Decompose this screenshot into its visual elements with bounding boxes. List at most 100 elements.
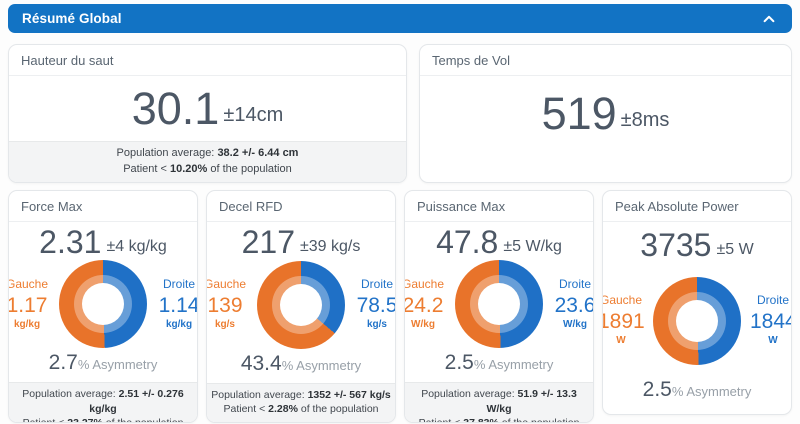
left-unit: kg/s — [214, 319, 235, 331]
metrics-row: Force Max 2.31 ±4 kg/kg Gauche 1.17 kg/k… — [8, 190, 792, 423]
metric-value-row: 2.31 ±4 kg/kg — [9, 222, 197, 258]
card-title: Peak Absolute Power — [603, 191, 791, 222]
left-right-split: Gauche 1.17 kg/kg Droite 1.14 kg/kg — [9, 258, 197, 348]
right-side-stats: Droite 1844 W — [750, 293, 791, 347]
left-unit: W — [616, 335, 626, 347]
donut-chart — [59, 260, 147, 348]
donut-chart — [455, 260, 543, 348]
metric-value-row: 217 ±39 kg/s — [207, 222, 395, 259]
patient-percentile-line: Patient < 37.83% of the population — [409, 416, 589, 422]
left-side-stats: Gauche 1891 W — [602, 293, 645, 347]
right-label: Droite — [558, 276, 591, 291]
population-footer: Population average: 51.9 +/- 13.3 W/kg P… — [405, 382, 593, 422]
left-side-stats: Gauche 139 kg/s — [206, 277, 248, 331]
metric-value: 3735 — [640, 227, 712, 263]
summary-row: Hauteur du saut 30.1 ±14cm Population av… — [8, 44, 792, 183]
right-side-stats: Droite 1.14 kg/kg — [156, 276, 198, 330]
card-title: Force Max — [9, 191, 197, 222]
card-title: Hauteur du saut — [9, 45, 406, 76]
chevron-up-icon — [763, 15, 775, 22]
card-title: Temps de Vol — [419, 45, 791, 76]
left-right-split: Gauche 1891 W Droite 1844 W — [603, 264, 791, 375]
metric-tolerance: ±4 kg/kg — [106, 237, 167, 255]
metric-tolerance: ±5 W/kg — [503, 237, 562, 255]
asymmetry-value: 2.5 — [444, 351, 474, 374]
card-title: Puissance Max — [405, 191, 593, 222]
left-value: 1891 — [602, 310, 645, 334]
population-footer: Population average: 1352 +/- 567 kg/s Pa… — [207, 382, 395, 422]
card-puissance-max: Puissance Max 47.8 ±5 W/kg Gauche 24.2 W… — [404, 190, 594, 423]
left-right-split: Gauche 139 kg/s Droite 78.5 kg/s — [207, 259, 395, 349]
population-average-line: Population average: 51.9 +/- 13.3 W/kg — [421, 388, 577, 415]
metric-tolerance: ±5 W — [716, 240, 754, 258]
metric-value-row: 30.1 ±14cm — [9, 76, 406, 141]
patient-percentile-line: Patient < 10.20% of the population — [123, 162, 292, 175]
asymmetry-label: % Asymmetry — [281, 357, 362, 373]
left-label: Gauche — [602, 293, 643, 308]
left-label: Gauche — [8, 276, 49, 291]
asymmetry: 2.5% Asymmetry — [405, 348, 593, 382]
right-unit: W — [768, 335, 778, 347]
population-footer: Population average: 2.51 +/- 0.276 kg/kg… — [9, 382, 197, 422]
asymmetry-value: 2.7 — [48, 351, 78, 374]
right-value: 23.6 — [554, 293, 594, 317]
card-hauteur-du-saut: Hauteur du saut 30.1 ±14cm Population av… — [8, 44, 407, 183]
right-unit: kg/kg — [165, 318, 193, 330]
card-temps-de-vol: Temps de Vol 519 ±8ms — [418, 44, 792, 183]
right-side-stats: Droite 78.5 kg/s — [354, 277, 396, 331]
patient-percentile-line: Patient < 2.28% of the population — [223, 403, 379, 416]
left-label: Gauche — [404, 276, 445, 291]
asymmetry-value: 43.4 — [240, 351, 282, 375]
left-value: 139 — [207, 294, 243, 318]
right-value: 1844 — [750, 310, 791, 334]
population-footer: Population average: 38.2 +/- 6.44 cm Pat… — [9, 141, 406, 182]
population-average-line: Population average: 38.2 +/- 6.44 cm — [116, 147, 299, 160]
card-force-max: Force Max 2.31 ±4 kg/kg Gauche 1.17 kg/k… — [8, 190, 198, 423]
asymmetry-value: 2.5 — [642, 378, 672, 401]
metric-value: 47.8 — [436, 224, 499, 260]
population-average-line: Population average: 2.51 +/- 0.276 kg/kg — [22, 388, 184, 415]
asymmetry-label: % Asymmetry — [77, 357, 158, 372]
population-average-line: Population average: 1352 +/- 567 kg/s — [211, 388, 391, 401]
donut-chart — [257, 260, 345, 349]
metric-value-row: 47.8 ±5 W/kg — [405, 222, 593, 258]
asymmetry-label: % Asymmetry — [473, 357, 554, 372]
right-value: 1.14 — [158, 293, 198, 317]
card-decel-rfd: Decel RFD 217 ±39 kg/s Gauche 139 kg/s D… — [206, 190, 396, 423]
left-unit: kg/kg — [13, 318, 41, 330]
left-side-stats: Gauche 24.2 W/kg — [404, 276, 446, 330]
left-right-split: Gauche 24.2 W/kg Droite 23.6 W/kg — [405, 258, 593, 348]
card-title: Decel RFD — [207, 191, 395, 222]
metric-tolerance: ±8ms — [620, 108, 670, 131]
accordion-header-resume-global[interactable]: Résumé Global — [8, 4, 792, 33]
metric-value: 2.31 — [39, 224, 102, 260]
donut-chart — [653, 276, 741, 365]
right-label: Droite — [756, 293, 789, 308]
right-label: Droite — [162, 276, 195, 291]
card-peak-absolute-power: Peak Absolute Power 3735 ±5 W Gauche 189… — [602, 190, 792, 415]
left-value: 1.17 — [8, 293, 48, 317]
left-label: Gauche — [206, 277, 247, 292]
left-side-stats: Gauche 1.17 kg/kg — [8, 276, 50, 330]
right-label: Droite — [360, 277, 393, 292]
metric-value: 30.1 — [131, 83, 220, 135]
asymmetry: 2.5% Asymmetry — [603, 375, 791, 414]
right-side-stats: Droite 23.6 W/kg — [552, 276, 594, 330]
asymmetry: 43.4% Asymmetry — [207, 349, 395, 383]
left-unit: W/kg — [411, 318, 435, 330]
metric-value-row: 3735 ±5 W — [603, 222, 791, 264]
metric-value: 217 — [241, 224, 295, 261]
metric-value: 519 — [541, 87, 617, 139]
right-value: 78.5 — [356, 294, 396, 318]
asymmetry-label: % Asymmetry — [671, 384, 752, 399]
accordion-title: Résumé Global — [22, 11, 122, 26]
right-unit: kg/s — [366, 319, 387, 331]
metric-tolerance: ±14cm — [223, 104, 284, 127]
patient-percentile-line: Patient < 23.27% of the population — [13, 416, 193, 422]
metric-tolerance: ±39 kg/s — [300, 237, 361, 255]
metric-value-row: 519 ±8ms — [420, 76, 791, 150]
left-value: 24.2 — [404, 293, 444, 317]
asymmetry: 2.7% Asymmetry — [9, 348, 197, 382]
right-unit: W/kg — [563, 318, 587, 330]
